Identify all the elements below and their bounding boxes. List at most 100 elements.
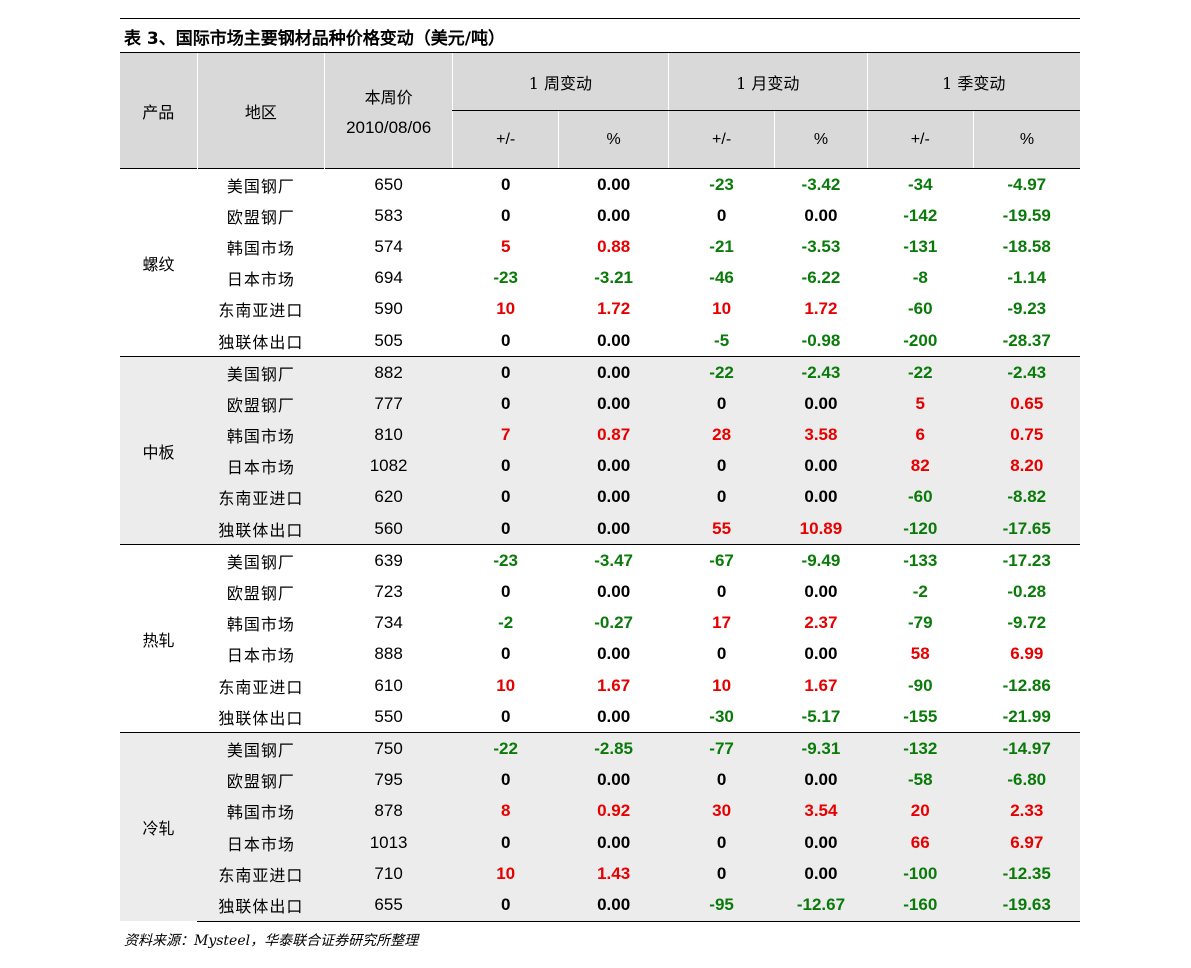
region-cell: 独联体出口	[197, 513, 325, 545]
price-cell: 810	[324, 419, 453, 451]
quarter-pct-cell: -12.86	[1002, 675, 1051, 695]
product-group: 热轧 美国钢厂 639 -23 -3.47 -67 -9.49 -133 -17.23 欧盟钢厂 7…	[120, 544, 1080, 733]
header-region: 地区	[196, 53, 325, 169]
quarter-pct-cell: -4.97	[973, 168, 1080, 201]
month-abs-cell: -30	[709, 706, 734, 726]
table-row: 独联体出口 560 0 0.00 55 10.89 -120 -17.65	[120, 513, 1080, 545]
region-cell: 日本市场	[226, 270, 295, 290]
quarter-abs-cell: -100	[867, 858, 974, 890]
month-abs-cell: 30	[668, 795, 775, 827]
table-row: 韩国市场 734 -2 -0.27 17 2.37 -79 -9.72	[120, 608, 1080, 639]
quarter-pct-cell: -18.58	[1002, 236, 1051, 256]
region-cell: 东南亚进口	[197, 858, 325, 890]
week-abs-cell: -23	[452, 544, 559, 577]
price-cell: 694	[374, 268, 403, 288]
week-pct-cell: -3.21	[594, 268, 634, 288]
week-pct-cell: 0.00	[597, 706, 631, 726]
month-pct-cell: 3.54	[774, 795, 868, 827]
month-pct-cell: -9.31	[774, 732, 868, 765]
price-cell: 560	[324, 513, 453, 545]
table-row: 日本市场 888 0 0.00 0 0.00 58 6.99	[120, 639, 1080, 670]
header-price-label: 本周价	[364, 87, 413, 107]
region-cell: 欧盟钢厂	[226, 584, 295, 604]
price-cell: 639	[324, 544, 453, 577]
quarter-pct-cell: 6.97	[973, 826, 1080, 859]
month-pct-cell: 0.00	[774, 450, 868, 482]
quarter-abs-cell: -131	[903, 236, 938, 256]
region-cell: 美国钢厂	[197, 168, 325, 201]
month-pct-cell: 0.00	[774, 826, 868, 859]
month-abs-cell: -5	[714, 330, 730, 350]
month-abs-cell: 17	[712, 613, 732, 633]
quarter-abs-cell: -60	[907, 299, 933, 319]
quarter-pct-cell: -28.37	[1002, 330, 1051, 350]
table-row: 欧盟钢厂 583 0 0.00 0 0.00 -142 -19.59	[120, 200, 1080, 231]
week-pct-cell: 0.00	[558, 481, 669, 514]
quarter-abs-cell: -60	[867, 481, 974, 514]
region-cell: 东南亚进口	[197, 481, 325, 514]
quarter-abs-cell: -142	[903, 205, 938, 225]
region-cell: 日本市场	[226, 646, 295, 666]
week-pct-cell: 0.00	[597, 330, 631, 350]
quarter-abs-cell: -200	[903, 330, 938, 350]
table-row: 东南亚进口 620 0 0.00 0 0.00 -60 -8.82	[120, 481, 1080, 514]
week-abs-cell: 10	[452, 858, 559, 890]
quarter-pct-cell: -1.14	[1007, 268, 1047, 288]
region-cell: 韩国市场	[197, 419, 325, 451]
month-pct-cell: 2.37	[804, 613, 838, 633]
month-abs-cell: -77	[668, 732, 775, 765]
quarter-pct-cell: -17.23	[973, 544, 1080, 577]
quarter-abs-cell: 20	[867, 795, 974, 827]
price-cell: 655	[324, 889, 453, 922]
price-cell: 650	[324, 168, 453, 201]
table-top-rule	[120, 52, 1080, 53]
region-cell: 独联体出口	[197, 889, 325, 922]
quarter-pct-cell: -9.23	[1007, 299, 1047, 319]
price-cell: 723	[374, 582, 403, 602]
week-pct-cell: 0.87	[558, 419, 669, 451]
month-pct-cell: 10.89	[774, 513, 868, 545]
month-pct-cell: 0.00	[774, 388, 868, 420]
price-cell: 574	[374, 236, 403, 256]
week-abs-cell: 0	[452, 481, 559, 514]
quarter-pct-cell: -9.72	[1007, 613, 1047, 633]
week-abs-cell: 5	[500, 236, 511, 256]
week-abs-cell: 0	[452, 450, 559, 482]
table-row: 东南亚进口 710 10 1.43 0 0.00 -100 -12.35	[120, 858, 1080, 890]
quarter-abs-cell: -34	[867, 168, 974, 201]
month-pct-cell: -3.42	[774, 168, 868, 201]
quarter-abs-cell: -90	[907, 675, 933, 695]
price-cell: 590	[374, 299, 403, 319]
month-abs-cell: -67	[668, 544, 775, 577]
region-cell: 独联体出口	[218, 708, 304, 728]
price-cell: 777	[324, 388, 453, 420]
table-row: 螺纹 美国钢厂 650 0 0.00 -23 -3.42 -34 -4.97	[120, 167, 1080, 357]
region-cell: 韩国市场	[226, 615, 295, 635]
week-pct-cell: 0.00	[558, 168, 669, 201]
steel-price-table: 产品 地区 本周价 2010/08/06 1 周变动 1 月变动 1 季变动 +…	[120, 53, 1080, 922]
table-row: 独联体出口 655 0 0.00 -95 -12.67 -160 -19.63	[120, 889, 1080, 922]
quarter-pct-cell: 8.20	[973, 450, 1080, 482]
price-cell: 750	[324, 732, 453, 765]
quarter-abs-cell: -79	[907, 613, 933, 633]
price-cell: 583	[374, 205, 403, 225]
month-abs-cell: -46	[709, 268, 734, 288]
week-abs-cell: 0	[500, 644, 511, 664]
header-month-abs: +/-	[667, 110, 775, 169]
region-cell: 美国钢厂	[197, 356, 325, 389]
region-cell: 欧盟钢厂	[226, 207, 295, 227]
region-cell: 东南亚进口	[218, 677, 304, 697]
month-pct-cell: 1.72	[804, 299, 838, 319]
quarter-abs-cell: 6	[867, 419, 974, 451]
month-abs-cell: 28	[668, 419, 775, 451]
price-cell: 878	[324, 795, 453, 827]
month-abs-cell: -21	[709, 236, 734, 256]
quarter-abs-cell: -160	[867, 889, 974, 922]
table-row: 独联体出口 505 0 0.00 -5 -0.98 -200 -28.37	[120, 325, 1080, 357]
table-row: 冷轧 美国钢厂 750 -22 -2.85 -77 -9.31 -132 -14.97	[120, 732, 1080, 921]
week-abs-cell: 0	[452, 356, 559, 389]
table-row: 中板 美国钢厂 882 0 0.00 -22 -2.43 -22 -2.43	[120, 356, 1080, 545]
week-abs-cell: 0	[452, 168, 559, 201]
header-group-quarter: 1 季变动	[866, 53, 1080, 111]
week-pct-cell: 0.00	[597, 205, 631, 225]
